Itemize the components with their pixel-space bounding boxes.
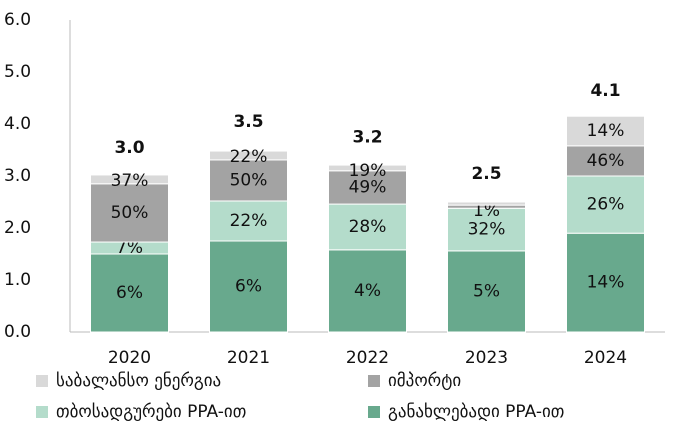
segment-label: 50% xyxy=(111,203,149,223)
segment-label: 14% xyxy=(587,273,625,293)
segment-label: 14% xyxy=(587,121,625,141)
segment-label: 5% xyxy=(473,281,500,301)
y-tick-label: 5.0 xyxy=(4,62,31,82)
legend-swatch xyxy=(36,375,48,387)
bar-segment xyxy=(90,253,169,333)
total-label: 3.5 xyxy=(233,112,263,132)
bar-segment xyxy=(328,203,407,251)
segment-label: 37% xyxy=(111,171,149,191)
segment-label: 6% xyxy=(235,277,262,297)
x-tick-label: 2024 xyxy=(584,348,627,368)
legend-swatch xyxy=(36,406,48,418)
segment-label: 46% xyxy=(587,151,625,171)
segment-label: 7% xyxy=(116,238,143,258)
bar-segment xyxy=(209,159,288,202)
segment-label: 19% xyxy=(349,161,387,181)
legend-swatch xyxy=(368,406,380,418)
bar-segment xyxy=(328,249,407,333)
y-tick-label: 2.0 xyxy=(4,218,31,238)
legend-label: თბოსადგურები PPA-ით xyxy=(56,402,246,422)
bar-segment xyxy=(90,174,169,185)
segment-label: 6% xyxy=(116,283,143,303)
y-tick-label: 3.0 xyxy=(4,166,31,186)
total-label: 3.2 xyxy=(352,128,382,148)
segment-label: 4% xyxy=(354,281,381,301)
bar-segment xyxy=(447,201,526,206)
x-tick-label: 2021 xyxy=(227,348,270,368)
bar-segment xyxy=(209,150,288,161)
bar-segment xyxy=(566,115,645,147)
total-label: 3.0 xyxy=(114,138,144,158)
x-tick-label: 2023 xyxy=(465,348,508,368)
y-tick-label: 6.0 xyxy=(4,10,31,30)
legend-label: განახლებადი PPA-ით xyxy=(388,402,564,422)
segment-label: 26% xyxy=(587,195,625,215)
x-tick-label: 2020 xyxy=(108,348,151,368)
segment-label: 1% xyxy=(473,201,500,221)
segment-label: 49% xyxy=(349,177,387,197)
y-tick-label: 1.0 xyxy=(4,270,31,290)
bar-segment xyxy=(566,232,645,333)
bar-segment xyxy=(447,207,526,252)
total-label: 4.1 xyxy=(590,81,620,101)
segment-label: 22% xyxy=(230,147,268,167)
y-tick-label: 0.0 xyxy=(4,322,31,342)
bar-segment xyxy=(209,240,288,333)
segment-label: 22% xyxy=(230,211,268,231)
bar-segment xyxy=(209,200,288,242)
legend-label: იმპორტი xyxy=(388,371,461,391)
segment-label: 28% xyxy=(349,217,387,237)
segment-label: 32% xyxy=(468,220,506,240)
bar-segment xyxy=(328,164,407,172)
legend-label: საბალანსო ენერგია xyxy=(56,371,221,391)
bar-segment xyxy=(328,170,407,205)
total-label: 2.5 xyxy=(471,164,501,184)
bar-segment xyxy=(566,175,645,234)
y-tick-label: 4.0 xyxy=(4,114,31,134)
x-tick-label: 2022 xyxy=(346,348,389,368)
segment-label: 50% xyxy=(230,170,268,190)
legend-swatch xyxy=(368,375,380,387)
